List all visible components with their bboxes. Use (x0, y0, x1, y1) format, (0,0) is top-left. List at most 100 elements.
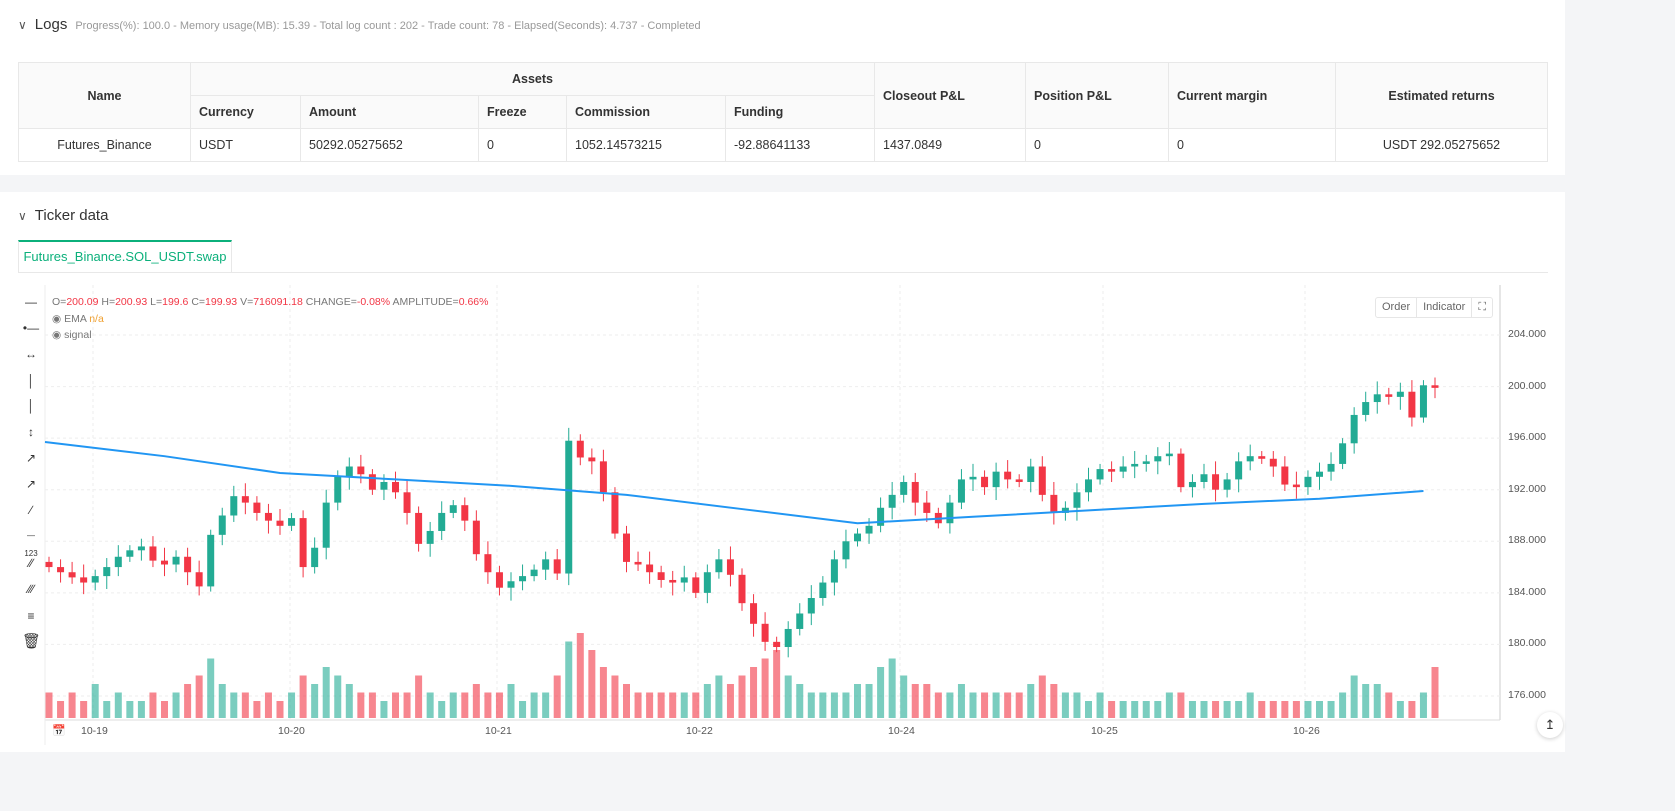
logs-header[interactable]: ∨ Logs Progress(%): 100.0 - Memory usage… (18, 16, 701, 33)
indicator-button[interactable]: Indicator (1417, 298, 1473, 317)
candle-body (646, 564, 654, 573)
candle-body (484, 554, 492, 573)
vertical-ray-tool-icon[interactable]: │ (27, 399, 35, 413)
candle-body (172, 556, 180, 565)
ray-line-tool-icon[interactable]: ↗ (25, 477, 37, 491)
horizontal-segment-tool-icon[interactable]: ↔ (25, 347, 37, 361)
volume-bar (1327, 701, 1335, 718)
calendar-icon[interactable]: 📅 (52, 725, 66, 737)
segment-tool-icon[interactable]: ∕ (29, 503, 32, 517)
volume-bar (472, 684, 480, 718)
candle-body (380, 481, 388, 490)
volume-bar (773, 650, 781, 718)
volume-bar (854, 684, 861, 718)
volume-bar (934, 692, 942, 718)
volume-bar (1269, 701, 1277, 718)
volume-bar (646, 692, 654, 718)
candle-body (842, 541, 850, 560)
chevron-down-icon[interactable]: ∨ (18, 209, 27, 223)
candle-body (1419, 385, 1427, 418)
volume-bar (1419, 692, 1427, 718)
volume-bar (426, 692, 434, 718)
ticker-panel (0, 192, 1565, 752)
volume-bar (680, 692, 688, 718)
volume-bar (311, 684, 319, 718)
candle-body (207, 534, 215, 587)
volume-bar (888, 658, 896, 718)
volume-value: 716091.18 (253, 296, 303, 308)
fib-channel-tool-icon[interactable]: ∕∕∕ (27, 582, 34, 596)
volume-bar (241, 692, 249, 718)
trend-line-tool-icon[interactable]: ↗ (25, 451, 37, 465)
horizontal-line-tool-icon[interactable]: — (25, 295, 37, 309)
trash-icon[interactable]: 🗑 (22, 633, 42, 650)
col-returns: Estimated returns (1335, 62, 1548, 129)
high-value: 200.93 (115, 296, 148, 308)
volume-bar (1096, 692, 1104, 718)
eye-icon[interactable]: ◉ (52, 313, 62, 325)
candle-body (738, 574, 746, 604)
order-button[interactable]: Order (1376, 298, 1418, 317)
volume-bar (91, 684, 99, 718)
candle-body (923, 502, 931, 513)
candle-body (495, 572, 503, 588)
volume-bar (357, 692, 365, 718)
volume-bar (750, 667, 758, 718)
volume-bar (1373, 684, 1381, 718)
y-tick-label: 192.000 (1508, 482, 1546, 495)
logs-summary: Progress(%): 100.0 - Memory usage(MB): 1… (75, 20, 701, 32)
candle-body (946, 502, 954, 524)
volume-bar (1246, 692, 1254, 718)
volume-bar (877, 667, 885, 718)
volume-bar (195, 675, 203, 718)
col-amount: Amount (300, 95, 479, 129)
ticker-title: Ticker data (34, 207, 109, 224)
tab-sol-usdt-swap[interactable]: Futures_Binance.SOL_USDT.swap (18, 240, 232, 273)
chevron-down-icon[interactable]: ∨ (18, 18, 27, 32)
col-closeout: Closeout P&L (874, 62, 1026, 129)
volume-bar (1154, 701, 1162, 718)
change-label: CHANGE= (305, 296, 357, 308)
candle-body (1096, 469, 1104, 480)
y-tick-label: 176.000 (1508, 689, 1546, 701)
volume-bar (715, 675, 723, 718)
candle-body (957, 479, 965, 503)
cell-commission: 1052.14573215 (566, 128, 726, 162)
candle-body (253, 502, 261, 513)
vertical-segment-tool-icon[interactable]: ↕ (28, 425, 34, 439)
col-funding: Funding (725, 95, 875, 129)
volume-bar (1200, 701, 1208, 718)
fullscreen-icon[interactable]: ⛶ (1478, 301, 1487, 313)
volume-bar (1038, 675, 1046, 718)
y-tick-label: 180.000 (1508, 637, 1546, 650)
volume-bar (981, 692, 989, 718)
price-line-tool-icon[interactable]: —123 (24, 531, 38, 558)
candle-body (761, 623, 769, 642)
candle-body (103, 567, 111, 577)
volume-bar (507, 684, 515, 718)
horizontal-ray-tool-icon[interactable]: •— (22, 321, 40, 335)
candle-body (1235, 461, 1243, 480)
volume-bar (403, 692, 411, 718)
vertical-line-tool-icon[interactable]: │ (27, 374, 35, 388)
ema-legend: ◉ EMA n/a (52, 313, 104, 325)
candle-body (1362, 402, 1370, 415)
volume-bar (103, 701, 111, 718)
candle-body (726, 559, 734, 575)
candle-body (1200, 474, 1208, 482)
candle-body (1108, 469, 1116, 472)
fib-retracement-tool-icon[interactable]: ≡ (27, 609, 35, 623)
ema-label: EMA (64, 313, 87, 325)
candle-body (1385, 394, 1393, 397)
volume-bar (588, 650, 596, 718)
volume-bar (1396, 701, 1404, 718)
eye-icon[interactable]: ◉ (52, 329, 62, 341)
parallel-channel-tool-icon[interactable]: ∕∕ (28, 556, 33, 570)
ticker-header[interactable]: ∨ Ticker data (18, 207, 108, 224)
candle-body (657, 572, 665, 580)
x-tick-label: 10-20 (278, 725, 305, 737)
volume-bar (911, 684, 919, 718)
ema-value: n/a (89, 313, 104, 325)
scroll-to-top-button[interactable]: ↥ (1537, 712, 1563, 738)
